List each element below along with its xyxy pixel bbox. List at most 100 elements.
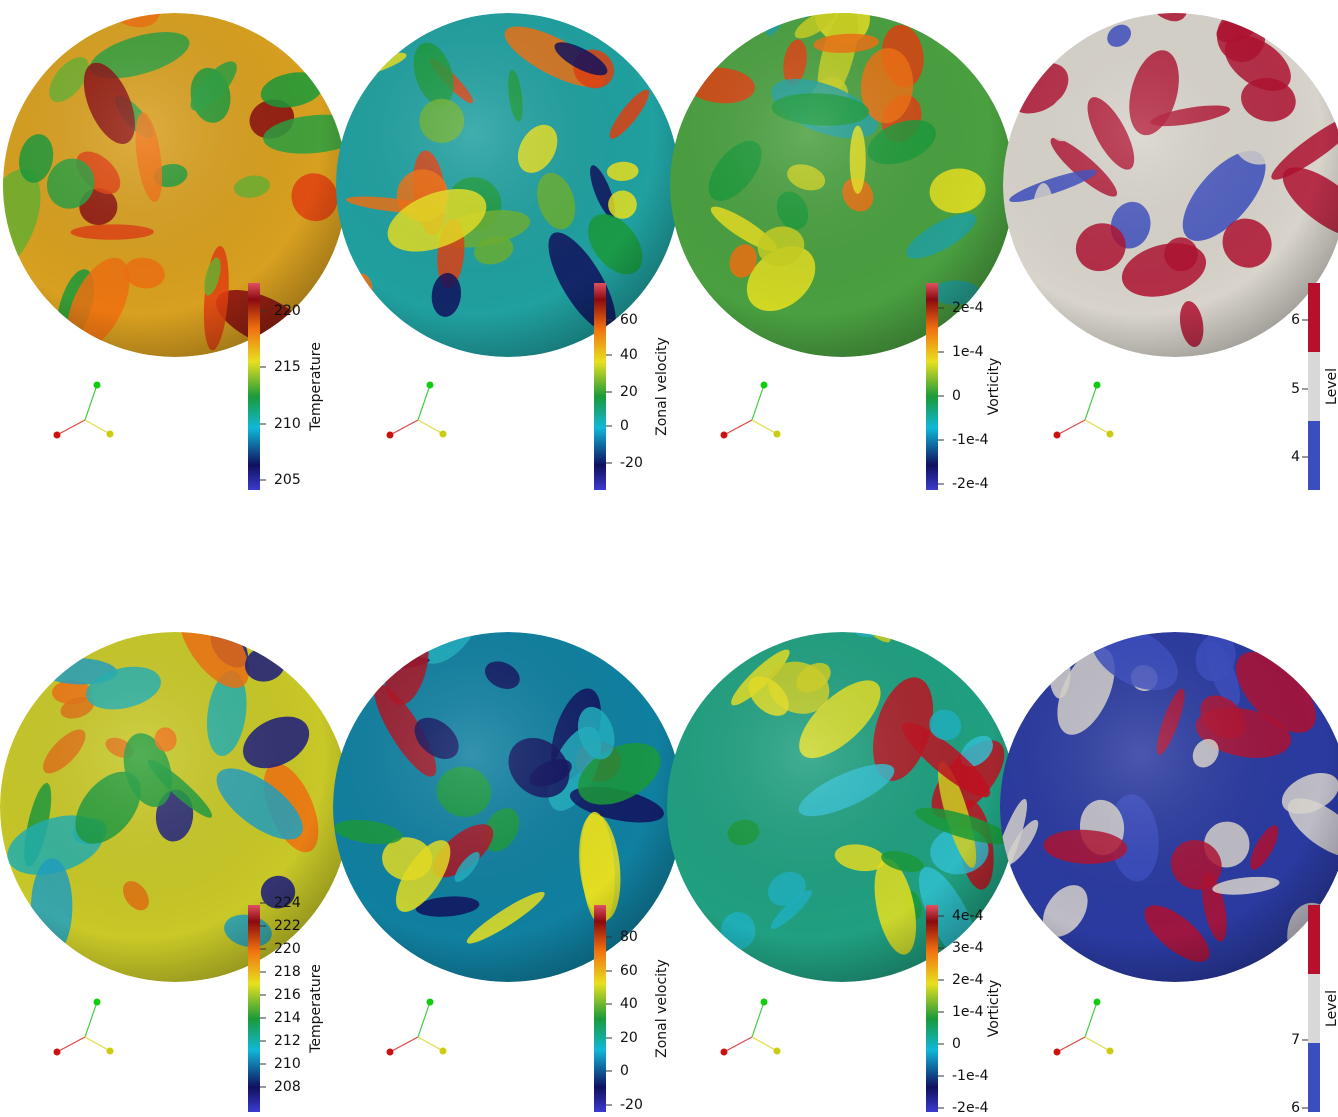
axis-x [723, 419, 753, 436]
sphere-pattern [461, 565, 530, 634]
axis-head [386, 1048, 394, 1056]
sphere [336, 13, 680, 357]
axis-z [1084, 1036, 1111, 1052]
colorbar-tick-label: 224 [274, 895, 301, 911]
sphere-shade [336, 13, 680, 357]
colorbar-tick-label: 60 [620, 963, 638, 979]
colorbar [594, 283, 606, 490]
sphere [1000, 632, 1338, 982]
axis-head [1053, 1048, 1061, 1056]
axis-z [1084, 419, 1111, 435]
axis-head [720, 431, 728, 439]
colorbar-tick-label: 215 [274, 359, 301, 375]
axis-y [417, 384, 431, 421]
axis-head [1106, 1047, 1114, 1055]
colorbar-tick-label: 4 [1291, 449, 1300, 465]
colorbar-tick-label: -20 [620, 455, 643, 471]
colorbar-tick-label: 20 [620, 1030, 638, 1046]
axis-head [93, 381, 101, 389]
colorbar [926, 905, 938, 1112]
panel: 2e-4 1e-4 0 -1e-4 -2e-4 Vorticity [670, 13, 1014, 492]
axis-z [417, 419, 444, 435]
colorbar-title: Vorticity [986, 980, 1002, 1038]
axis-z [751, 1036, 778, 1052]
colorbar-title: Temperature [308, 342, 324, 432]
sphere [333, 565, 683, 982]
axis-y [751, 1001, 765, 1038]
colorbar-segment [1308, 283, 1320, 352]
colorbar-tick-label: 205 [274, 472, 301, 488]
colorbar-tick-label: -2e-4 [952, 476, 989, 492]
colorbar [248, 905, 260, 1112]
colorbar-segment [1308, 421, 1320, 490]
colorbar-tick-label: 0 [620, 418, 629, 434]
panel: 220 215 210 205 Temperature [3, 13, 347, 490]
axis-head [1093, 381, 1101, 389]
axis-head [760, 998, 768, 1006]
axis-x [723, 1036, 753, 1053]
colorbar-tick-label: 40 [620, 996, 638, 1012]
colorbar-tick-label: 222 [274, 918, 301, 934]
axis-head [1053, 431, 1061, 439]
colorbar-tick-label: 0 [952, 388, 961, 404]
axis-head [426, 381, 434, 389]
colorbar-tick-label: 208 [274, 1079, 301, 1095]
colorbar-segment [1308, 905, 1320, 974]
colorbar-tick-label: 0 [620, 1063, 629, 1079]
axis-head [1106, 430, 1114, 438]
axis-head [53, 1048, 61, 1056]
colorbar-tick-label: 7 [1291, 1032, 1300, 1048]
colorbar [594, 905, 606, 1112]
colorbar-tick-label: 20 [620, 384, 638, 400]
axis-x [1056, 419, 1086, 436]
axis-head [426, 998, 434, 1006]
axis-z [84, 419, 111, 435]
axis-y [751, 384, 765, 421]
colorbar-title: Zonal velocity [654, 337, 670, 436]
colorbar-tick-label: 0 [952, 1036, 961, 1052]
colorbar-tick-label: -1e-4 [952, 432, 989, 448]
axis-head [720, 1048, 728, 1056]
axis-head [53, 431, 61, 439]
sphere-shade [667, 632, 1017, 982]
axis-y [417, 1001, 431, 1038]
colorbar-tick-label: -1e-4 [952, 1068, 989, 1084]
colorbar-tick-label: 216 [274, 987, 301, 1003]
axis-head [106, 1047, 114, 1055]
colorbar [248, 283, 260, 490]
sphere-pattern [321, 921, 350, 955]
axis-z [751, 419, 778, 435]
colorbar-tick-label: 4e-4 [952, 908, 984, 924]
sphere-shade [1000, 632, 1338, 982]
axis-x [389, 1036, 419, 1053]
colorbar-tick-label: 5 [1291, 381, 1300, 397]
colorbar-title: Level [1324, 990, 1338, 1027]
colorbar-tick-label: -20 [620, 1097, 643, 1113]
axis-y [1084, 384, 1098, 421]
axis-y [1084, 1001, 1098, 1038]
colorbar-tick-label: 60 [620, 312, 638, 328]
colorbar-title: Level [1324, 368, 1338, 405]
axis-x [389, 419, 419, 436]
axis-head [386, 431, 394, 439]
colorbar-tick-label: 1e-4 [952, 344, 984, 360]
sphere-shade [3, 13, 347, 357]
axis-head [773, 430, 781, 438]
colorbar-tick-label: 218 [274, 964, 301, 980]
colorbar-tick-label: 3e-4 [952, 940, 984, 956]
colorbar-tick-label: 80 [620, 929, 638, 945]
colorbar-tick-label: 212 [274, 1033, 301, 1049]
sphere-shade [0, 632, 350, 982]
colorbar-segment [1308, 352, 1320, 421]
axis-x [1056, 1036, 1086, 1053]
sphere [667, 632, 1017, 982]
colorbar-tick-label: -2e-4 [952, 1100, 989, 1116]
panel: 60 40 20 0 -20 Zonal velocity [336, 13, 680, 490]
sphere [1003, 13, 1338, 357]
colorbar-tick-label: 214 [274, 1010, 301, 1026]
colorbar-segment [1308, 974, 1320, 1043]
colorbar-title: Vorticity [986, 358, 1002, 416]
panel: 224 222 220 218 216 214 212 210 208 Temperature [0, 632, 350, 1112]
axis-head [106, 430, 114, 438]
